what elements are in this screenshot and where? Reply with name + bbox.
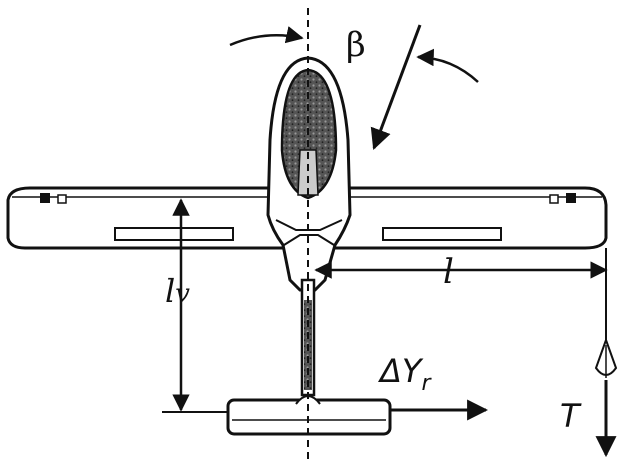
seat [297,149,319,196]
left-wingtip-light [57,194,67,204]
right-wingtip-mark [566,193,576,203]
t-label: T [560,397,580,435]
right-wingtip-light [549,194,559,204]
wing-root-fairing-lower [283,234,335,246]
lv-label: lv [165,275,190,307]
beta-arc-right [416,48,479,83]
delta-y-label-sub: r [421,371,431,396]
delta-y-label-main: ΔY [380,352,422,390]
l-label: l [443,252,454,292]
lv-label-sub: v [175,279,190,309]
delta-y-label: ΔYr [380,355,430,395]
left-wingtip-mark [40,193,50,203]
lv-label-main: l [165,272,176,310]
left-aileron [114,227,234,241]
beta-arc-left [229,26,304,47]
beta-label: β [346,25,366,65]
wind-arrow [370,24,422,150]
right-aileron [382,227,502,241]
